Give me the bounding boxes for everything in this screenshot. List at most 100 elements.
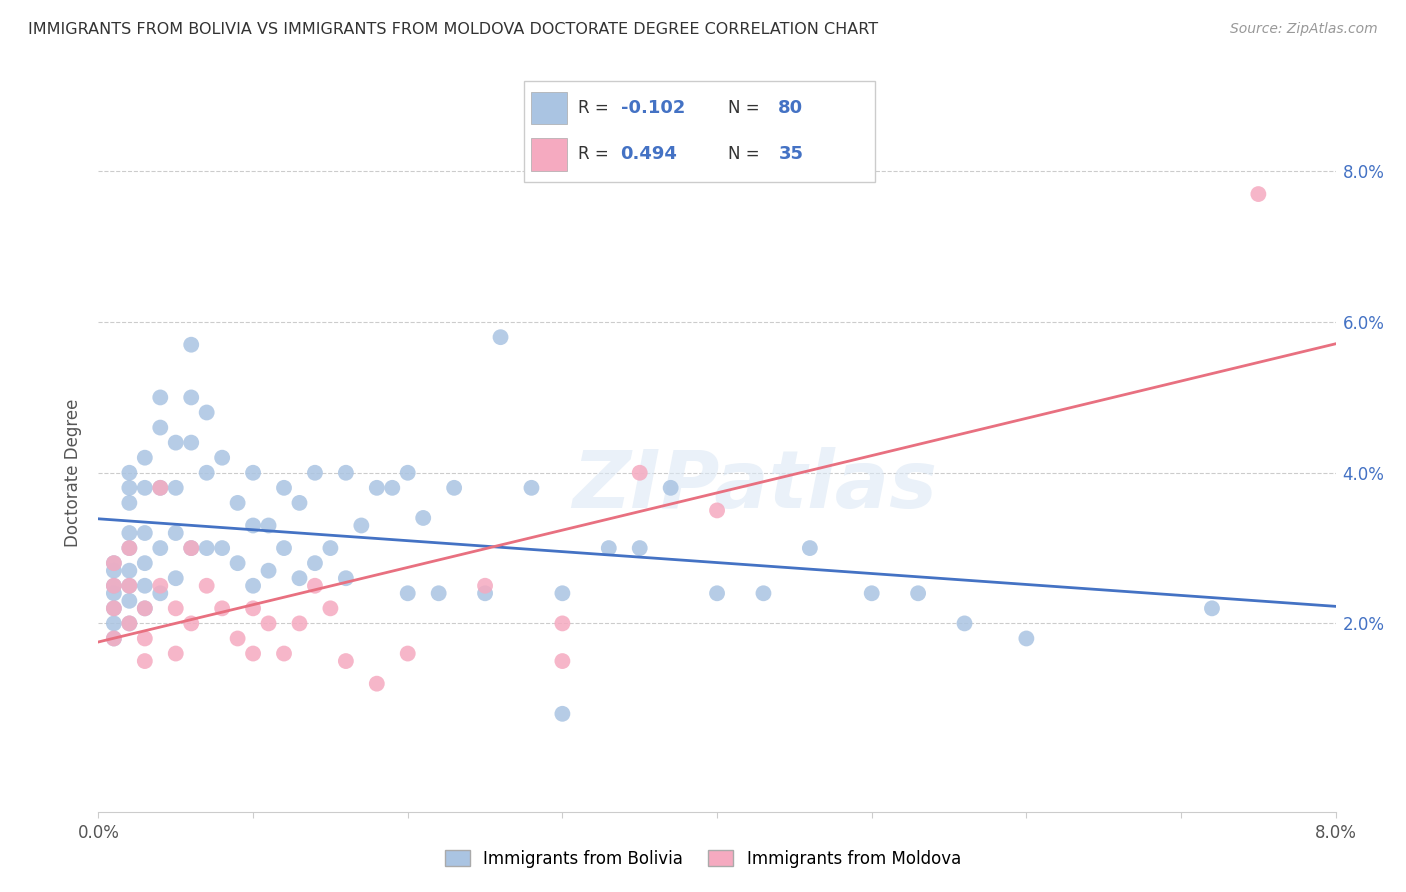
- Point: [103, 601, 125, 615]
- Point: [165, 435, 187, 450]
- Point: [752, 586, 775, 600]
- Point: [319, 541, 342, 555]
- Point: [180, 541, 202, 555]
- Point: [226, 496, 249, 510]
- Point: [180, 435, 202, 450]
- Point: [118, 594, 141, 608]
- Point: [134, 601, 156, 615]
- Point: [304, 556, 326, 570]
- Point: [412, 511, 434, 525]
- Point: [799, 541, 821, 555]
- Point: [1201, 601, 1223, 615]
- Point: [226, 632, 249, 646]
- Point: [149, 420, 172, 434]
- Point: [551, 616, 574, 631]
- Point: [551, 706, 574, 721]
- FancyBboxPatch shape: [524, 81, 875, 182]
- Point: [706, 503, 728, 517]
- Point: [551, 654, 574, 668]
- Legend: Immigrants from Bolivia, Immigrants from Moldova: Immigrants from Bolivia, Immigrants from…: [439, 844, 967, 875]
- Point: [134, 556, 156, 570]
- Point: [907, 586, 929, 600]
- Bar: [531, 137, 567, 170]
- Text: R =: R =: [578, 99, 613, 117]
- Point: [134, 481, 156, 495]
- Point: [211, 541, 233, 555]
- Point: [180, 337, 202, 351]
- Point: [288, 571, 311, 585]
- Point: [396, 586, 419, 600]
- Point: [149, 481, 172, 495]
- Point: [350, 518, 373, 533]
- Point: [180, 541, 202, 555]
- Point: [474, 586, 496, 600]
- Y-axis label: Doctorate Degree: Doctorate Degree: [65, 399, 83, 547]
- Point: [304, 466, 326, 480]
- Point: [134, 526, 156, 541]
- Point: [118, 481, 141, 495]
- Point: [118, 579, 141, 593]
- Point: [149, 579, 172, 593]
- Point: [195, 579, 218, 593]
- Point: [103, 632, 125, 646]
- Text: N =: N =: [728, 145, 765, 163]
- Text: 35: 35: [779, 145, 803, 163]
- Point: [134, 450, 156, 465]
- Point: [257, 518, 280, 533]
- Point: [118, 541, 141, 555]
- Point: [118, 579, 141, 593]
- Point: [366, 676, 388, 690]
- Point: [118, 496, 141, 510]
- Point: [304, 579, 326, 593]
- Point: [860, 586, 883, 600]
- Point: [226, 556, 249, 570]
- Text: 0.494: 0.494: [620, 145, 678, 163]
- Point: [103, 579, 125, 593]
- Point: [149, 541, 172, 555]
- Point: [103, 556, 125, 570]
- Text: IMMIGRANTS FROM BOLIVIA VS IMMIGRANTS FROM MOLDOVA DOCTORATE DEGREE CORRELATION : IMMIGRANTS FROM BOLIVIA VS IMMIGRANTS FR…: [28, 22, 879, 37]
- Point: [427, 586, 450, 600]
- Point: [103, 632, 125, 646]
- Point: [257, 564, 280, 578]
- Point: [103, 601, 125, 615]
- Point: [195, 541, 218, 555]
- Point: [134, 654, 156, 668]
- Point: [257, 616, 280, 631]
- Point: [335, 654, 357, 668]
- Point: [195, 405, 218, 419]
- Point: [118, 541, 141, 555]
- Point: [134, 632, 156, 646]
- Text: R =: R =: [578, 145, 613, 163]
- Point: [381, 481, 404, 495]
- Point: [103, 556, 125, 570]
- Text: -0.102: -0.102: [620, 99, 685, 117]
- Point: [195, 466, 218, 480]
- Point: [551, 586, 574, 600]
- Point: [242, 466, 264, 480]
- Point: [659, 481, 682, 495]
- Point: [103, 579, 125, 593]
- Point: [335, 571, 357, 585]
- Point: [165, 601, 187, 615]
- Point: [273, 481, 295, 495]
- Point: [165, 526, 187, 541]
- Point: [149, 391, 172, 405]
- Point: [520, 481, 543, 495]
- Point: [211, 601, 233, 615]
- Point: [180, 391, 202, 405]
- Point: [396, 647, 419, 661]
- Point: [273, 647, 295, 661]
- Point: [103, 586, 125, 600]
- Point: [165, 571, 187, 585]
- Point: [118, 564, 141, 578]
- Point: [118, 616, 141, 631]
- Point: [118, 466, 141, 480]
- Point: [489, 330, 512, 344]
- Point: [242, 601, 264, 615]
- Point: [1247, 187, 1270, 202]
- Point: [242, 579, 264, 593]
- Point: [628, 541, 651, 555]
- Text: 80: 80: [779, 99, 803, 117]
- Point: [273, 541, 295, 555]
